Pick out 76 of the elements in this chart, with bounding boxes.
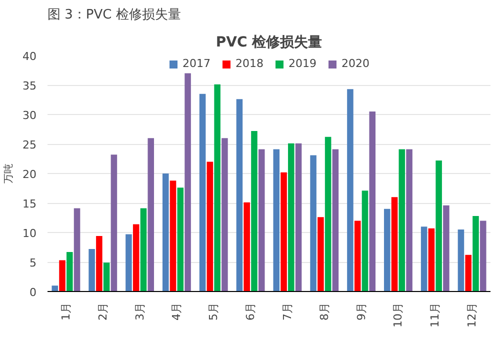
bar — [162, 174, 169, 292]
bar — [428, 228, 435, 292]
bar — [148, 138, 154, 292]
x-tick-label: 2月 — [96, 302, 110, 320]
x-tick-label: 8月 — [318, 302, 331, 320]
bar — [332, 149, 339, 292]
bar — [140, 208, 147, 292]
chart-subtitle: PVC 检修损失量 — [216, 34, 322, 50]
bar — [66, 252, 73, 292]
bar — [480, 220, 486, 292]
bar — [458, 230, 464, 292]
y-tick-label: 20 — [22, 168, 37, 181]
bar — [465, 254, 472, 292]
x-tick-label: 10月 — [392, 302, 405, 328]
bar — [347, 89, 354, 292]
bar — [96, 236, 102, 292]
bar — [110, 154, 118, 292]
bar — [310, 155, 316, 292]
x-tick-label: 12月 — [466, 302, 479, 328]
bar — [362, 190, 368, 292]
bar — [251, 131, 258, 292]
legend-label: 2017 — [182, 57, 210, 70]
bar — [391, 197, 398, 292]
x-tick-label: 1月 — [59, 302, 72, 320]
bar — [236, 99, 243, 292]
bar — [132, 224, 140, 292]
bar — [295, 143, 302, 292]
legend-label: 2018 — [236, 57, 264, 70]
bar — [369, 112, 376, 292]
bar — [74, 208, 80, 292]
bar — [280, 172, 287, 292]
bar — [214, 84, 220, 292]
bar — [222, 138, 228, 292]
bar — [52, 286, 58, 292]
bar — [324, 136, 332, 292]
bar — [436, 160, 442, 292]
bar — [354, 220, 361, 292]
y-tick-label: 10 — [22, 227, 37, 240]
bar — [318, 217, 324, 292]
x-tick-label: 11月 — [428, 302, 442, 328]
bar — [170, 180, 176, 292]
bar — [420, 226, 428, 292]
y-tick-label: 25 — [22, 138, 37, 152]
bar — [88, 249, 95, 292]
bar — [398, 149, 406, 292]
bar — [273, 149, 280, 292]
chart-title: 图 3：PVC 检修损失量 — [48, 8, 181, 22]
x-tick-label: 4月 — [170, 302, 184, 320]
x-tick-label: 3月 — [133, 302, 146, 320]
y-tick-label: 35 — [22, 80, 37, 92]
bar — [199, 94, 206, 292]
x-tick-label: 6月 — [244, 302, 258, 320]
bar — [177, 188, 184, 292]
bar — [126, 234, 132, 292]
y-tick-label: 30 — [22, 109, 37, 122]
bar — [384, 208, 390, 292]
bar — [406, 149, 412, 292]
bar — [288, 143, 294, 292]
bar — [184, 73, 191, 292]
bar — [443, 205, 450, 292]
x-tick-label: 5月 — [207, 302, 220, 320]
bar — [244, 202, 250, 292]
y-tick-label: 40 — [22, 50, 37, 63]
bar — [472, 216, 479, 292]
x-tick-label: 9月 — [354, 302, 368, 320]
bar — [59, 260, 66, 292]
y-tick-label: 15 — [22, 198, 37, 210]
y-tick-label: 0 — [30, 286, 36, 299]
bar — [206, 162, 214, 292]
bar — [258, 149, 265, 292]
x-tick-label: 7月 — [280, 302, 294, 320]
y-axis-title: 万吨 — [2, 164, 15, 184]
bar — [103, 262, 110, 292]
y-tick-label: 5 — [30, 256, 36, 270]
legend-label: 2019 — [288, 57, 316, 70]
legend-label: 2020 — [342, 57, 370, 70]
